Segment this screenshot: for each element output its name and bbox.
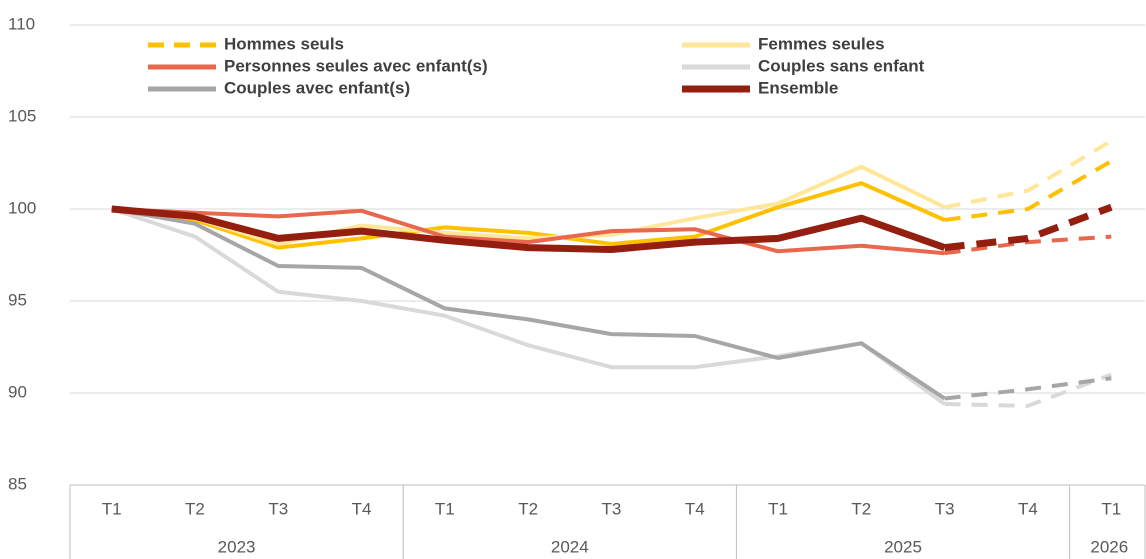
x-tick-label: T3 xyxy=(602,499,622,518)
x-tick-label: T3 xyxy=(268,499,288,518)
y-tick-label: 95 xyxy=(8,290,27,309)
legend-label: Personnes seules avec enfant(s) xyxy=(224,56,488,75)
y-tick-label: 100 xyxy=(8,198,36,217)
forecast-line xyxy=(944,203,1113,252)
x-group-label: 2025 xyxy=(884,537,922,556)
x-tick-label: T4 xyxy=(352,499,372,518)
x-tick-label: T3 xyxy=(935,499,955,518)
x-tick-label: T1 xyxy=(768,499,788,518)
x-tick-label: T2 xyxy=(518,499,538,518)
series-line xyxy=(111,207,946,401)
x-tick-label: T1 xyxy=(102,499,122,518)
y-tick-label: 110 xyxy=(8,14,35,33)
series-line xyxy=(111,205,946,253)
x-tick-label: T2 xyxy=(851,499,871,518)
y-tick-label: 105 xyxy=(8,106,36,125)
legend-label: Couples sans enfant xyxy=(758,56,925,75)
y-tick-label: 85 xyxy=(8,474,27,493)
forecast-line xyxy=(944,234,1112,256)
series-line xyxy=(111,181,946,250)
forecast-line xyxy=(944,139,1113,210)
series-line xyxy=(111,207,945,256)
forecast-line xyxy=(944,376,1112,401)
forecast-line xyxy=(944,159,1113,222)
x-group-label: 2026 xyxy=(1090,537,1128,556)
legend-label: Couples avec enfant(s) xyxy=(224,78,410,97)
legend-label: Hommes seuls xyxy=(224,34,344,53)
x-group-label: 2023 xyxy=(218,537,256,556)
legend-label: Ensemble xyxy=(758,78,838,97)
x-tick-label: T1 xyxy=(1101,499,1121,518)
y-tick-label: 90 xyxy=(8,382,27,401)
x-tick-label: T2 xyxy=(185,499,205,518)
x-tick-label: T4 xyxy=(685,499,705,518)
x-group-label: 2024 xyxy=(551,537,589,556)
legend-label: Femmes seules xyxy=(758,34,885,53)
x-tick-label: T1 xyxy=(435,499,455,518)
forecast-line xyxy=(944,372,1113,408)
x-tick-label: T4 xyxy=(1018,499,1038,518)
series-line xyxy=(111,164,946,246)
